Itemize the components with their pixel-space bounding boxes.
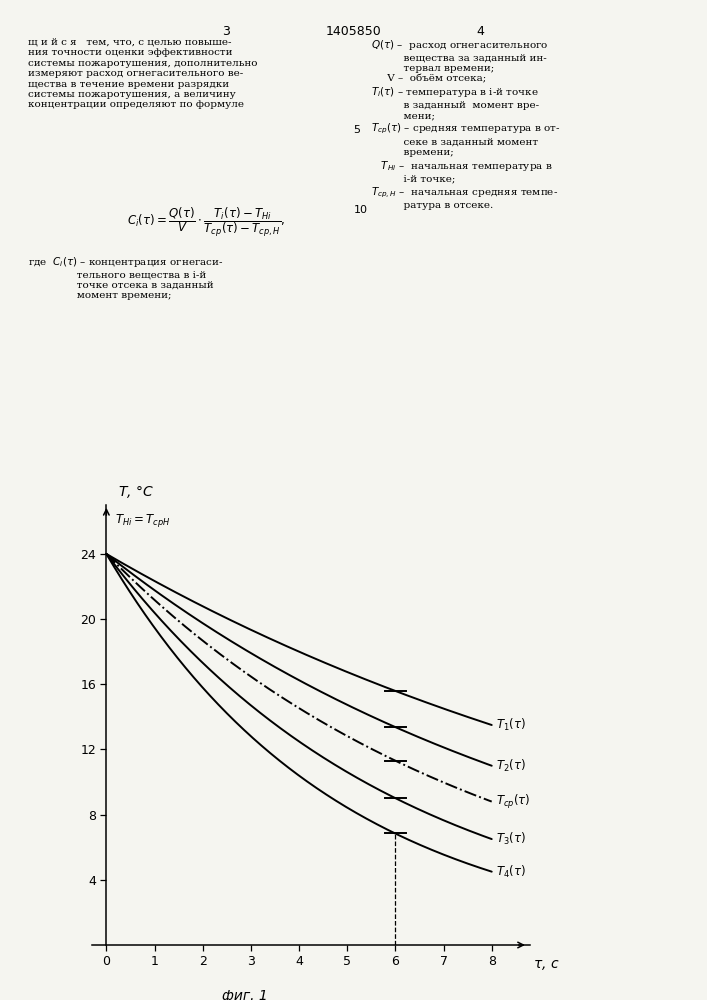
Text: щ и й с я   тем, что, с целью повыше-
ния точности оценки эффективности
системы : щ и й с я тем, что, с целью повыше- ния …: [28, 38, 258, 109]
Text: $C_i(\tau) = \dfrac{Q(\tau)}{V} \cdot \dfrac{T_i(\tau) - T_{Hi}}{T_{cp}(\tau) - : $C_i(\tau) = \dfrac{Q(\tau)}{V} \cdot \d…: [127, 205, 286, 239]
Text: $T$, °C: $T$, °C: [118, 484, 154, 500]
Text: где  $C_i(\tau)$ – концентрация огнегаси-
               тельного вещества в i-й: где $C_i(\tau)$ – концентрация огнегаси-…: [28, 255, 224, 300]
Text: $T_4(\tau)$: $T_4(\tau)$: [496, 864, 525, 880]
Text: 5: 5: [354, 125, 361, 135]
Text: $T_{cp}(\tau)$: $T_{cp}(\tau)$: [496, 793, 530, 811]
Text: 1405850: 1405850: [326, 25, 381, 38]
Text: 10: 10: [354, 205, 368, 215]
Text: $T_1(\tau)$: $T_1(\tau)$: [496, 717, 525, 733]
Text: 4: 4: [477, 25, 485, 38]
Text: $T_2(\tau)$: $T_2(\tau)$: [496, 758, 525, 774]
Text: $T_{Hi} = T_{cpH}$: $T_{Hi} = T_{cpH}$: [115, 512, 170, 529]
Text: $Q(\tau)$ –  расход огнегасительного
          вещества за заданный ин-
        : $Q(\tau)$ – расход огнегасительного веще…: [371, 38, 561, 210]
Text: $T_3(\tau)$: $T_3(\tau)$: [496, 831, 525, 847]
Text: фиг. 1: фиг. 1: [223, 989, 268, 1000]
Text: $\tau$, c: $\tau$, c: [532, 958, 559, 972]
Text: 3: 3: [222, 25, 230, 38]
